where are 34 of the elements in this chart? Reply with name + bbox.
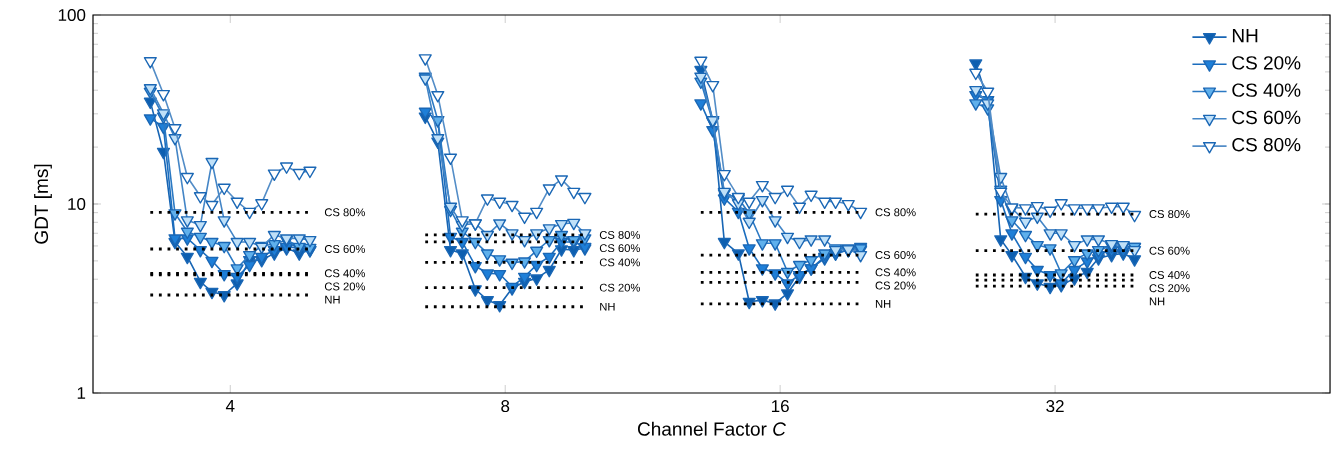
legend-label: NH bbox=[1232, 29, 1258, 43]
annotation: NH bbox=[325, 295, 340, 304]
annotation: CS 80% bbox=[875, 208, 916, 217]
legend-label: CS 20% bbox=[1232, 56, 1301, 70]
y-tick-label: 10 bbox=[68, 198, 86, 211]
annotation: CS 80% bbox=[599, 230, 640, 239]
annotation: CS 60% bbox=[324, 245, 366, 253]
annotation: CS 40% bbox=[1149, 271, 1190, 279]
annotation: CS 40% bbox=[875, 268, 916, 277]
legend-label: CS 40% bbox=[1232, 83, 1301, 97]
legend-label: CS 60% bbox=[1232, 110, 1301, 125]
annotation: CS 80% bbox=[1149, 210, 1190, 218]
x-tick-label: 8 bbox=[501, 400, 510, 413]
x-tick-label: 4 bbox=[225, 400, 235, 412]
annotation: CS 40% bbox=[599, 258, 640, 267]
y-tick-label: 1 bbox=[77, 387, 86, 399]
x-tick-label: 32 bbox=[1046, 400, 1064, 413]
annotation: CS 20% bbox=[324, 282, 366, 291]
legend-label: CS 80% bbox=[1232, 137, 1301, 152]
annotation: CS 60% bbox=[1149, 246, 1190, 255]
annotation: CS 20% bbox=[875, 281, 916, 290]
y-tick-label: 100 bbox=[58, 9, 86, 22]
annotation: NH bbox=[1149, 297, 1165, 306]
annotation: CS 80% bbox=[324, 208, 366, 217]
annotation: NH bbox=[600, 302, 615, 311]
annotation: CS 60% bbox=[875, 251, 916, 259]
annotation: CS 40% bbox=[324, 269, 366, 278]
x-axis-title: Channel Factor C bbox=[637, 421, 787, 436]
annotation: CS 20% bbox=[599, 283, 640, 292]
annotation: CS 20% bbox=[1149, 284, 1190, 293]
annotation: CS 60% bbox=[599, 244, 640, 253]
y-axis-title: GDT [ms] bbox=[34, 164, 52, 244]
annotation: NH bbox=[875, 300, 891, 308]
x-tick-label: 16 bbox=[771, 400, 789, 413]
